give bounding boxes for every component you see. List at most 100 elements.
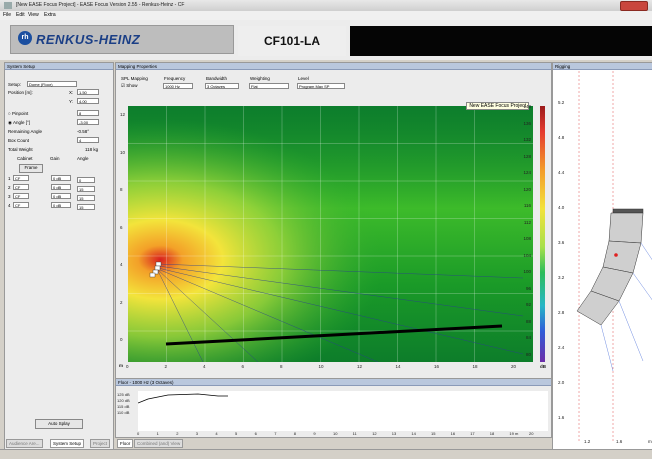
- pinpoint-select-value: 8: [79, 111, 82, 116]
- show-label: Show: [126, 83, 138, 88]
- tab-project[interactable]: Project: [90, 439, 111, 448]
- model-name: CF101-LA: [264, 34, 321, 48]
- color-scale-tick: 104: [523, 252, 531, 258]
- frequency-label: Frequency: [164, 76, 186, 81]
- floor-header: Floor - 1000 Hz (3 Octaves): [116, 379, 551, 386]
- plot-x-tick: 8: [280, 364, 283, 369]
- rigging-x-tick: 1.6: [616, 439, 623, 444]
- cabinet-gain-select[interactable]: 0 dB: [51, 175, 71, 181]
- total-weight-label: Total Weight: [8, 147, 33, 152]
- color-scale-tick: 128: [523, 153, 531, 159]
- map-grid: [128, 106, 533, 362]
- plot-x-tick: 20: [511, 364, 517, 369]
- floor-response-plot[interactable]: [138, 391, 548, 431]
- rigging-panel: Rigging: [552, 62, 652, 450]
- map-hotspot: [128, 106, 533, 362]
- spl-mapping-label: SPL Mapping: [121, 76, 148, 81]
- bandwidth-label: Bandwidth: [206, 76, 228, 81]
- frame-button[interactable]: Frame: [19, 164, 43, 173]
- cabinet-angle-field[interactable]: 15: [77, 195, 95, 201]
- pinpoint-select[interactable]: 8: [77, 110, 99, 116]
- floor-x-tick: 11: [352, 431, 357, 436]
- color-scale-tick: 80: [525, 351, 531, 357]
- floor-response-line: [138, 393, 228, 404]
- rigging-header: Rigging: [553, 63, 652, 70]
- cabinet-gain-select[interactable]: 0 dB: [51, 202, 71, 208]
- angle-field[interactable]: -3.00: [77, 119, 99, 125]
- x-label: X:: [69, 90, 74, 95]
- menu-file[interactable]: File: [3, 12, 12, 18]
- color-scale-tick: 84: [525, 335, 531, 340]
- tab-combined-view[interactable]: Combined (and) View: [134, 439, 184, 448]
- floor-x-tick: 7: [274, 431, 277, 436]
- pinpoint-radio[interactable]: ○ Pinpoint: [8, 111, 29, 116]
- tab-audience-areas[interactable]: Audience Are...: [6, 439, 43, 448]
- menu-extra[interactable]: Extra: [44, 12, 56, 18]
- floor-y-tick: 110 dB: [117, 410, 130, 415]
- mapping-header: Mapping Properties: [116, 63, 551, 70]
- tab-floor[interactable]: Floor: [117, 439, 134, 448]
- plot-y-tick: 8: [120, 187, 123, 192]
- angle-radio[interactable]: ◉ Angle [°]: [8, 120, 30, 125]
- y-field[interactable]: 4.00: [77, 98, 99, 104]
- floor-x-tick: 13: [391, 431, 397, 436]
- position-label: Position [m]:: [8, 90, 33, 95]
- rigging-y-tick: 1.6: [558, 415, 565, 420]
- floor-response-panel: Floor - 1000 Hz (3 Octaves): [115, 378, 552, 438]
- weighting-select[interactable]: Flat: [249, 83, 289, 89]
- tab-system-setup[interactable]: System Setup: [50, 439, 85, 448]
- col-angle: Angle: [77, 156, 89, 161]
- plot-x-tick: 16: [434, 364, 440, 369]
- plot-y-tick: 4: [120, 262, 123, 267]
- close-window-button[interactable]: [620, 1, 648, 11]
- y-label: Y:: [69, 99, 74, 104]
- app-icon: [4, 2, 12, 9]
- system-setup-header: System Setup: [5, 63, 113, 70]
- spl-color-scale: [540, 106, 545, 362]
- floor-x-tick: 8: [293, 431, 297, 436]
- box-count-select[interactable]: 4: [77, 137, 99, 143]
- floor-x-tick: 18: [489, 431, 495, 436]
- cabinet-angle-field[interactable]: 0: [77, 177, 95, 183]
- cabinet-type-select[interactable]: CF: [13, 184, 29, 190]
- cabinet-type-select[interactable]: CF: [13, 202, 29, 208]
- window-title: [New EASE Focus Project] - EASE Focus Ve…: [16, 2, 185, 8]
- cabinet-type-select[interactable]: CF: [13, 193, 29, 199]
- plot-y-tick: 0: [120, 337, 123, 342]
- cabinet-angle-field[interactable]: 15: [77, 204, 95, 210]
- cabinet-gain-select[interactable]: 0 dB: [51, 184, 71, 190]
- spl-map-plot[interactable]: New EASE Focus Project: [128, 102, 533, 362]
- floor-y-tick: 120 dB: [117, 398, 130, 403]
- level-label: Level: [298, 76, 309, 81]
- rigging-y-tick: 5.2: [558, 100, 565, 105]
- auto-splay-button[interactable]: Auto Splay: [35, 419, 83, 429]
- box-count-value: 4: [79, 138, 82, 143]
- color-scale-tick: 92: [525, 302, 531, 307]
- level-select[interactable]: Program Max SP: [297, 83, 345, 89]
- cabinet-type-select[interactable]: CF: [13, 175, 29, 181]
- show-checkbox[interactable]: ☑ Show: [121, 83, 138, 88]
- frequency-select[interactable]: 1000 Hz: [163, 83, 193, 89]
- frequency-value: 1000 Hz: [165, 84, 180, 89]
- x-field[interactable]: 1.50: [77, 89, 99, 95]
- floor-x-tick: 14: [411, 431, 416, 436]
- rigging-view[interactable]: [553, 71, 652, 441]
- menu-view[interactable]: View: [28, 12, 39, 18]
- status-bar: [0, 449, 652, 459]
- plot-x-tick: 12: [357, 364, 363, 369]
- color-scale-tick: 132: [523, 137, 531, 142]
- rigging-y-tick: 4.0: [558, 205, 565, 210]
- coverage-lines: [157, 263, 524, 362]
- floor-title: Floor - 1000 Hz (3 Octaves): [118, 380, 174, 385]
- bandwidth-select[interactable]: 3 Octaves: [205, 83, 239, 89]
- cabinet-row-number: 4: [8, 203, 11, 208]
- color-scale-tick: 120: [523, 186, 531, 192]
- setup-select[interactable]: Dome (Floor): [27, 81, 77, 87]
- cabinet-angle-field[interactable]: 15: [77, 186, 95, 192]
- remaining-angle-value: -0.58°: [77, 129, 90, 134]
- plot-x-tick: 10: [318, 364, 324, 369]
- cabinet-gain-select[interactable]: 0 dB: [51, 193, 71, 199]
- rigging-y-tick: 2.8: [558, 310, 565, 315]
- setup-label: Setup:: [8, 82, 22, 87]
- menu-edit[interactable]: Edit: [16, 12, 25, 18]
